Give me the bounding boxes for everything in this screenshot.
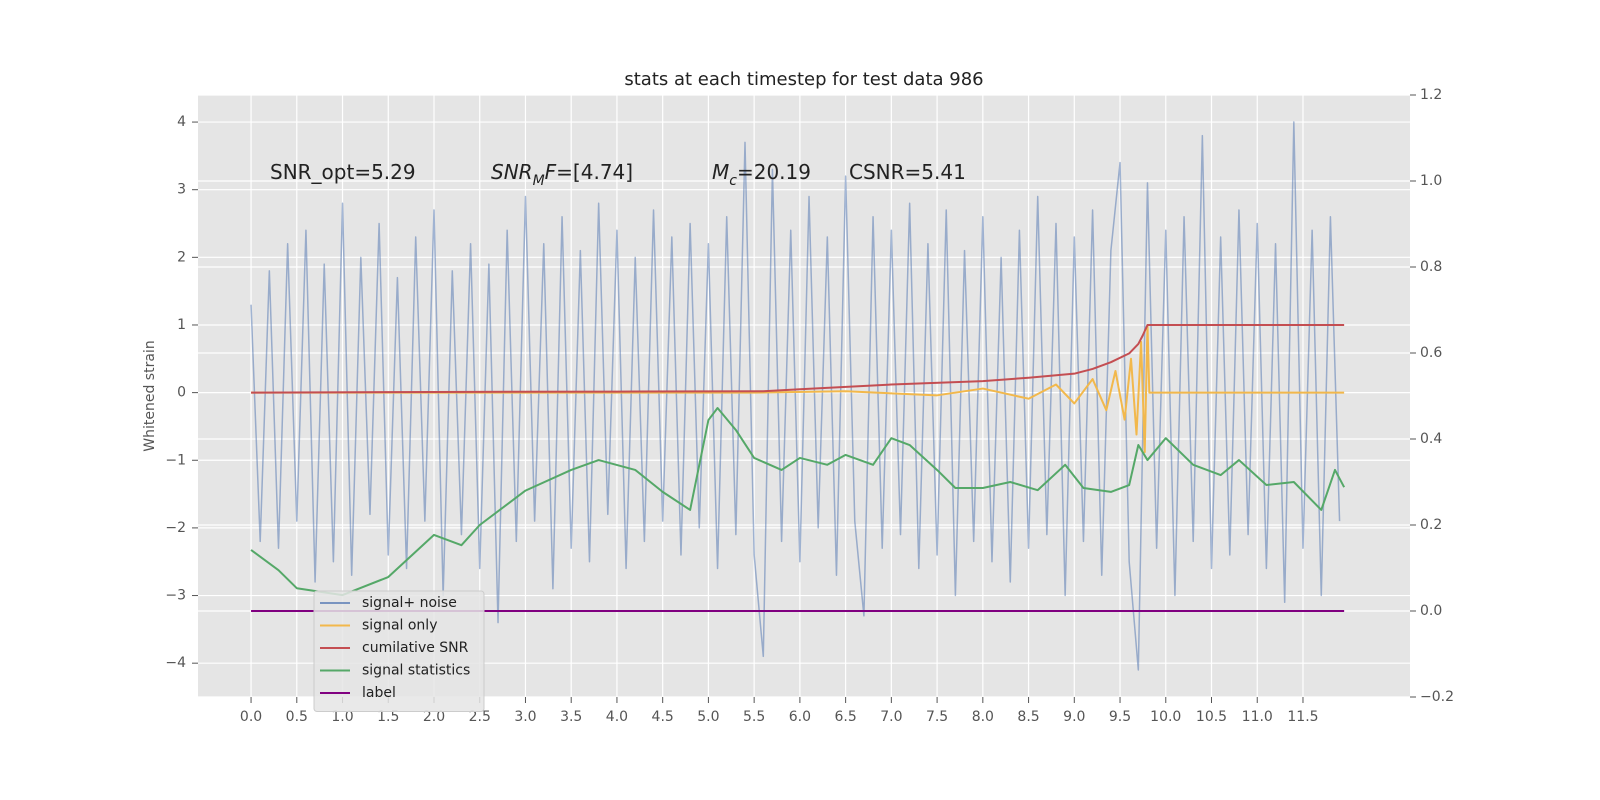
y2-tick-label: 0.4: [1420, 431, 1442, 447]
y-axis-label: Whitened strain: [142, 340, 158, 451]
x-tick-label: 5.0: [697, 709, 719, 725]
x-tick-label: 2.5: [469, 709, 491, 725]
x-tick-label: 9.0: [1063, 709, 1085, 725]
y2-tick-label: −0.2: [1420, 689, 1454, 705]
series-line: [251, 323, 1345, 394]
y2-tick-label: 1.2: [1420, 87, 1442, 103]
x-tick-label: 8.5: [1017, 709, 1039, 725]
x-tick-label: 7.5: [926, 709, 948, 725]
x-tick-label: 5.5: [743, 709, 765, 725]
y-tick-label: 1: [177, 317, 186, 333]
annotation-part: CSNR=5.41: [849, 160, 966, 184]
x-tick-label: 10.5: [1196, 709, 1227, 725]
y2-tick-label: 0.8: [1420, 259, 1442, 275]
annotation-part: SNR: [491, 160, 533, 184]
y-tick-label: 0: [177, 385, 186, 401]
y-tick-label: −2: [165, 520, 186, 536]
series-line: [251, 323, 1345, 454]
legend-label: signal only: [362, 618, 437, 634]
x-tick-label: 3.5: [560, 709, 582, 725]
annotation-part: SNR_opt=5.29: [270, 160, 416, 184]
x-tick-label: 4.0: [606, 709, 628, 725]
x-tick-label: 11.5: [1287, 709, 1318, 725]
annotation: Mc=20.19: [712, 160, 811, 190]
x-tick-label: 8.0: [972, 709, 994, 725]
annotation-part: =20.19: [737, 160, 811, 184]
x-tick-label: 6.0: [789, 709, 811, 725]
annotation-part: M: [712, 160, 729, 184]
x-tick-label: 2.0: [423, 709, 445, 725]
legend-label: label: [362, 685, 396, 701]
legend-label: signal+ noise: [362, 595, 457, 611]
annotation: SNRMF=[4.74]: [491, 160, 633, 190]
y-tick-label: −3: [165, 588, 186, 604]
y2-tick-label: 1.0: [1420, 173, 1442, 189]
x-tick-label: 1.0: [331, 709, 353, 725]
x-tick-label: 11.0: [1242, 709, 1273, 725]
x-tick-label: 0.0: [240, 709, 262, 725]
y-tick-label: −1: [165, 452, 186, 468]
y-tick-label: −4: [165, 655, 186, 671]
x-tick-label: 6.5: [834, 709, 856, 725]
y-tick-label: 2: [177, 249, 186, 265]
series-line: [250, 121, 1341, 671]
x-tick-label: 10.0: [1150, 709, 1181, 725]
y2-tick-label: 0.6: [1420, 345, 1442, 361]
annotation: SNR_opt=5.29: [270, 160, 416, 184]
x-tick-label: 7.0: [880, 709, 902, 725]
legend-label: signal statistics: [362, 663, 470, 679]
y2-tick-label: 0.0: [1420, 603, 1442, 619]
y2-tick-label: 0.2: [1420, 517, 1442, 533]
x-tick-label: 9.5: [1109, 709, 1131, 725]
legend: signal+ noise signal only cumilative SNR si…: [313, 590, 485, 712]
x-tick-label: 1.5: [377, 709, 399, 725]
grid: [198, 94, 1410, 698]
x-tick-label: 0.5: [286, 709, 308, 725]
series-line: [250, 407, 1346, 597]
x-tick-label: 4.5: [652, 709, 674, 725]
annotation-part: M: [533, 173, 545, 189]
legend-box: [313, 590, 485, 712]
legend-label: cumilative SNR: [362, 640, 469, 656]
annotation-part: =[4.74]: [556, 160, 633, 184]
chart-title: stats at each timestep for test data 986: [624, 69, 983, 90]
x-tick-label: 3.0: [514, 709, 536, 725]
y-tick-label: 4: [177, 114, 186, 130]
annotation: CSNR=5.41: [849, 160, 966, 184]
annotation-part: F: [545, 160, 557, 184]
annotation-part: c: [729, 173, 737, 189]
y-tick-label: 3: [177, 182, 186, 198]
